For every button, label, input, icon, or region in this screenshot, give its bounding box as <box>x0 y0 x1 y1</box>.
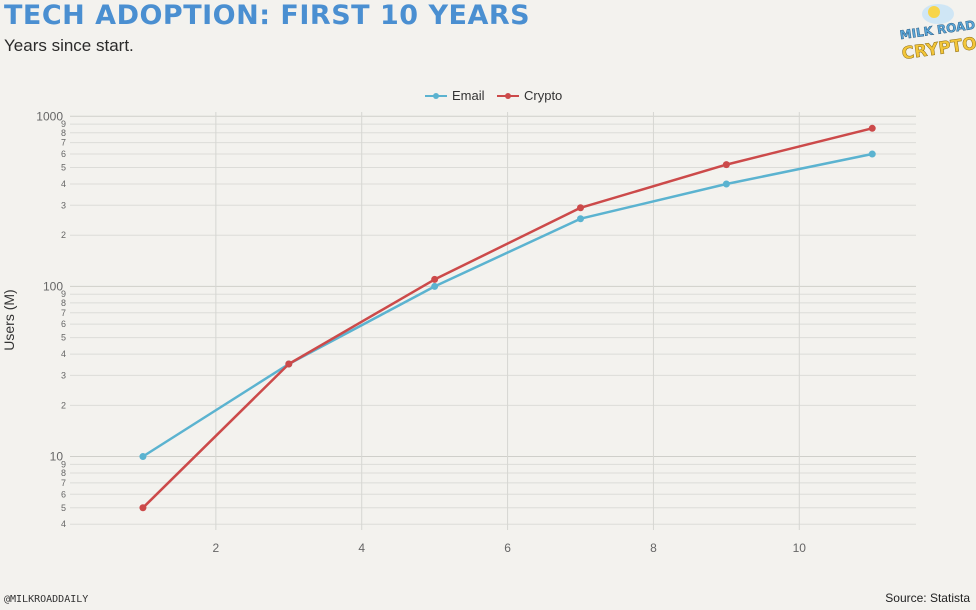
chart-subtitle: Years since start. <box>4 36 134 55</box>
y-minor-tick-label: 5 <box>61 503 66 513</box>
y-major-tick-label: 100 <box>43 279 63 293</box>
y-major-tick-label: 10 <box>50 450 64 464</box>
y-minor-tick-label: 6 <box>61 319 66 329</box>
y-minor-tick-label: 4 <box>61 179 66 189</box>
y-minor-tick-label: 7 <box>61 478 66 488</box>
social-handle: @MILKROADDAILY <box>4 594 89 605</box>
y-axis-label: Users (M) <box>1 289 17 350</box>
y-minor-tick-label: 5 <box>61 333 66 343</box>
source-note: Source: Statista <box>885 591 970 605</box>
data-point-crypto <box>722 161 730 169</box>
y-minor-tick-label: 6 <box>61 149 66 159</box>
legend-label-crypto: Crypto <box>524 88 562 103</box>
data-point-crypto <box>431 275 439 283</box>
data-point-crypto <box>139 504 147 512</box>
data-point-email <box>431 282 439 290</box>
x-tick-label: 4 <box>358 541 365 555</box>
y-minor-tick-label: 9 <box>61 289 66 299</box>
legend-marker-email <box>433 93 439 99</box>
legend-marker-crypto <box>505 93 511 99</box>
data-point-email <box>577 215 585 223</box>
y-minor-tick-label: 6 <box>61 489 66 499</box>
y-minor-tick-label: 2 <box>61 400 66 410</box>
chart-legend: Email Crypto <box>425 88 562 103</box>
x-tick-label: 2 <box>213 541 220 555</box>
series-line-email <box>142 152 873 458</box>
y-minor-tick-label: 7 <box>61 308 66 318</box>
data-point-crypto <box>868 124 876 132</box>
chart-series <box>139 124 876 512</box>
data-point-email <box>139 453 147 461</box>
chart-grid <box>70 112 916 530</box>
x-tick-label: 6 <box>504 541 511 555</box>
chart-title: TECH ADOPTION: FIRST 10 YEARS <box>4 0 531 31</box>
series-line-crypto <box>142 127 873 509</box>
y-minor-tick-label: 2 <box>61 230 66 240</box>
data-point-crypto <box>577 204 585 212</box>
y-major-tick-label: 1000 <box>36 109 63 123</box>
data-point-crypto <box>285 360 293 368</box>
y-minor-tick-label: 5 <box>61 163 66 173</box>
y-minor-tick-label: 4 <box>61 519 66 529</box>
y-minor-tick-label: 7 <box>61 138 66 148</box>
x-tick-label: 8 <box>650 541 657 555</box>
legend-label-email: Email <box>452 88 485 103</box>
data-point-email <box>868 150 876 158</box>
y-minor-tick-label: 8 <box>61 468 66 478</box>
y-minor-tick-label: 8 <box>61 128 66 138</box>
y-minor-tick-label: 3 <box>61 370 66 380</box>
y-minor-tick-label: 3 <box>61 200 66 210</box>
y-minor-tick-label: 9 <box>61 459 66 469</box>
y-minor-tick-label: 4 <box>61 349 66 359</box>
data-point-email <box>722 180 730 188</box>
y-minor-tick-label: 8 <box>61 298 66 308</box>
y-minor-tick-label: 9 <box>61 119 66 129</box>
x-tick-label: 10 <box>793 541 807 555</box>
milk-road-crypto-logo: MILK ROAD CRYPTO <box>900 4 976 64</box>
logo-mascot-icon <box>928 6 940 18</box>
